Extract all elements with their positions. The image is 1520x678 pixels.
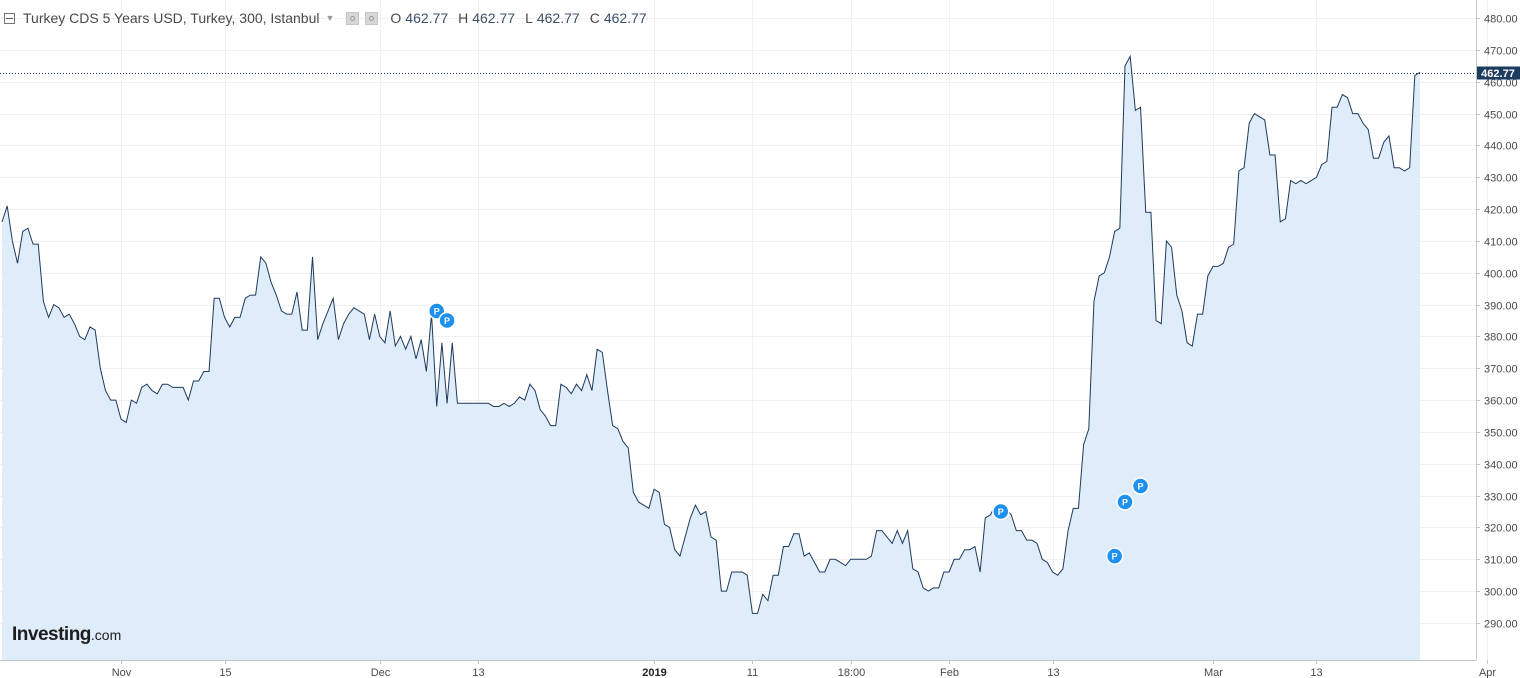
- y-tick-label: 360.00: [1484, 396, 1518, 408]
- low-label: L: [525, 10, 533, 26]
- y-tick-label: 380.00: [1484, 332, 1518, 344]
- event-marker-label: P: [998, 507, 1004, 517]
- y-tick-label: 440.00: [1484, 141, 1518, 153]
- price-tag: 462.77: [1477, 66, 1520, 80]
- event-marker[interactable]: P: [1116, 493, 1134, 511]
- x-tick-label: 13: [1047, 667, 1059, 678]
- y-tick-label: 460.00: [1484, 78, 1518, 90]
- y-tick-label: 450.00: [1484, 110, 1518, 122]
- event-marker-label: P: [1138, 482, 1144, 492]
- y-tick-label: 400.00: [1484, 269, 1518, 281]
- x-tick-label: Dec: [371, 667, 391, 678]
- y-tick-label: 320.00: [1484, 523, 1518, 535]
- event-marker[interactable]: P: [992, 502, 1010, 521]
- event-markers: PPPPPPP: [427, 302, 1150, 565]
- logo-main: Investing: [12, 624, 91, 645]
- y-tick-label: 300.00: [1484, 587, 1518, 599]
- y-tick-label: 430.00: [1484, 173, 1518, 185]
- series-area-fill: [2, 56, 1420, 660]
- open-value: 462.77: [405, 10, 449, 26]
- x-tick-label: 18:00: [838, 667, 866, 678]
- x-tick-label: 2019: [642, 667, 666, 678]
- price-tag-label: 462.77: [1481, 68, 1515, 80]
- event-marker-dot: [438, 311, 456, 330]
- y-tick-label: 350.00: [1484, 428, 1518, 440]
- event-marker[interactable]: P: [438, 311, 456, 330]
- y-tick-label: 410.00: [1484, 237, 1518, 249]
- collapse-icon[interactable]: [4, 12, 15, 24]
- close-label: C: [589, 10, 600, 26]
- series-line: [1, 54, 1421, 614]
- price-tag-background: [1477, 66, 1520, 80]
- event-marker-dot: [992, 502, 1010, 521]
- visibility-icon[interactable]: [346, 11, 360, 25]
- settings-icon[interactable]: [365, 11, 379, 25]
- logo-suffix: .com: [90, 627, 122, 643]
- y-tick-label: 340.00: [1484, 460, 1518, 472]
- event-marker-label: P: [444, 316, 450, 326]
- y-tick-label: 310.00: [1484, 555, 1518, 567]
- event-marker-label: P: [434, 306, 440, 316]
- low-value: 462.77: [536, 10, 580, 26]
- x-tick-label: Nov: [112, 667, 132, 678]
- event-marker-label: P: [1122, 497, 1128, 507]
- instrument-title: Turkey CDS 5 Years USD, Turkey, 300, Ist…: [23, 10, 320, 26]
- x-tick-label: 15: [219, 667, 231, 678]
- event-marker-dot: [1131, 477, 1150, 495]
- chevron-down-icon[interactable]: ▼: [325, 13, 335, 23]
- investing-logo: Investing.com: [12, 624, 121, 646]
- high-value: 462.77: [472, 10, 516, 26]
- y-tick-label: 330.00: [1484, 492, 1518, 504]
- event-marker[interactable]: P: [1131, 477, 1150, 495]
- x-tick-label: Mar: [1204, 667, 1223, 678]
- high-label: H: [458, 10, 469, 26]
- y-tick-label: 290.00: [1484, 619, 1518, 631]
- open-label: O: [390, 10, 402, 26]
- chart-legend: Turkey CDS 5 Years USD, Turkey, 300, Ist…: [4, 8, 647, 28]
- y-tick-label: 480.00: [1484, 14, 1518, 26]
- x-tick-label: Apr: [1479, 667, 1496, 678]
- x-tick-label: 13: [472, 667, 484, 678]
- y-tick-label: 390.00: [1484, 301, 1518, 313]
- close-value: 462.77: [603, 10, 647, 26]
- x-tick-label: Feb: [940, 667, 959, 678]
- y-tick-label: 370.00: [1484, 364, 1518, 376]
- event-marker-dot: [1116, 493, 1134, 511]
- y-axis: 290.00 300.00 310.00 320.00 330.00 340.00 350.…: [1476, 14, 1518, 631]
- x-tick-label: 11: [747, 667, 758, 678]
- event-marker-label: P: [1112, 552, 1118, 562]
- event-marker[interactable]: P: [1105, 547, 1124, 565]
- y-tick-label: 470.00: [1484, 46, 1518, 58]
- y-tick-label: 420.00: [1484, 205, 1518, 217]
- x-tick-label: 13: [1310, 667, 1322, 678]
- event-marker-dot: [1105, 547, 1124, 565]
